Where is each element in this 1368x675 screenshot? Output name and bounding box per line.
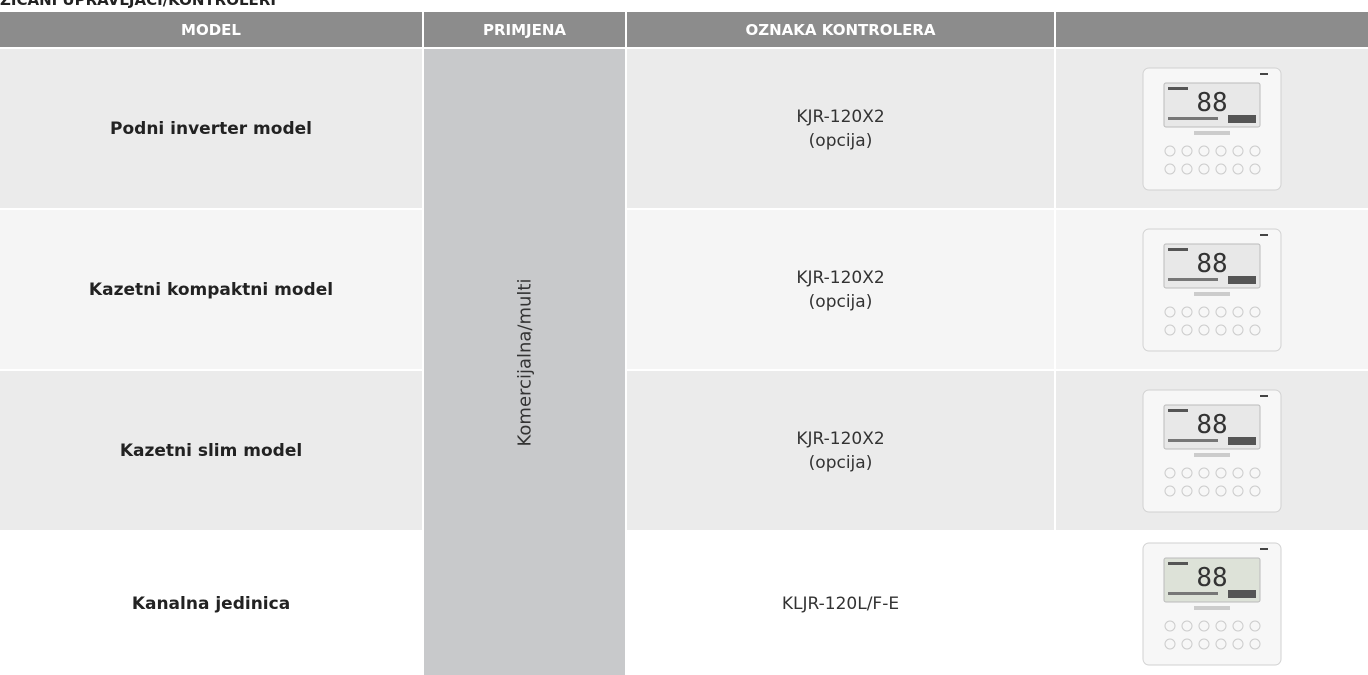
controller-code: KJR-120X2 (opcija): [627, 371, 1054, 530]
controller-image-cell: 88: [1056, 210, 1368, 369]
controller-code: KJR-120X2 (opcija): [627, 49, 1054, 208]
application: Komercijalna/multi: [424, 49, 625, 675]
controller-line: (opcija): [808, 452, 873, 473]
model-name: Kanalna jedinica: [0, 532, 422, 675]
column-header: OZNAKA KONTROLERA: [627, 12, 1054, 47]
controller-line: KJR-120X2: [796, 106, 885, 127]
column-header: [1056, 12, 1368, 47]
controller-code: KJR-120X2 (opcija): [627, 210, 1054, 369]
column-header: PRIMJENA: [424, 12, 625, 47]
controller-line: KJR-120X2: [796, 428, 885, 449]
column-header: MODEL: [0, 12, 422, 47]
controller-line: (opcija): [808, 130, 873, 151]
svg-text:88: 88: [1196, 249, 1227, 279]
svg-text:88: 88: [1196, 410, 1227, 440]
controller-image: 88: [1142, 542, 1282, 665]
page-title: ŽIČANI UPRAVLJAČI/KONTROLERI: [0, 0, 276, 9]
controller-image-cell: 88: [1056, 49, 1368, 208]
application-text: Komercijalna/multi: [514, 278, 535, 446]
controller-line: (opcija): [808, 291, 873, 312]
controller-image: 88: [1142, 389, 1282, 512]
controller-image: 88: [1142, 67, 1282, 190]
controller-image-cell: 88: [1056, 532, 1368, 675]
model-name: Kazetni kompaktni model: [0, 210, 422, 369]
model-name: Podni inverter model: [0, 49, 422, 208]
svg-text:88: 88: [1196, 88, 1227, 118]
svg-text:88: 88: [1196, 563, 1227, 593]
model-name: Kazetni slim model: [0, 371, 422, 530]
controller-image-cell: 88: [1056, 371, 1368, 530]
controller-line: KLJR-120L/F-E: [781, 593, 900, 614]
controller-line: KJR-120X2: [796, 267, 885, 288]
controller-code: KLJR-120L/F-E: [627, 532, 1054, 675]
controller-image: 88: [1142, 228, 1282, 351]
